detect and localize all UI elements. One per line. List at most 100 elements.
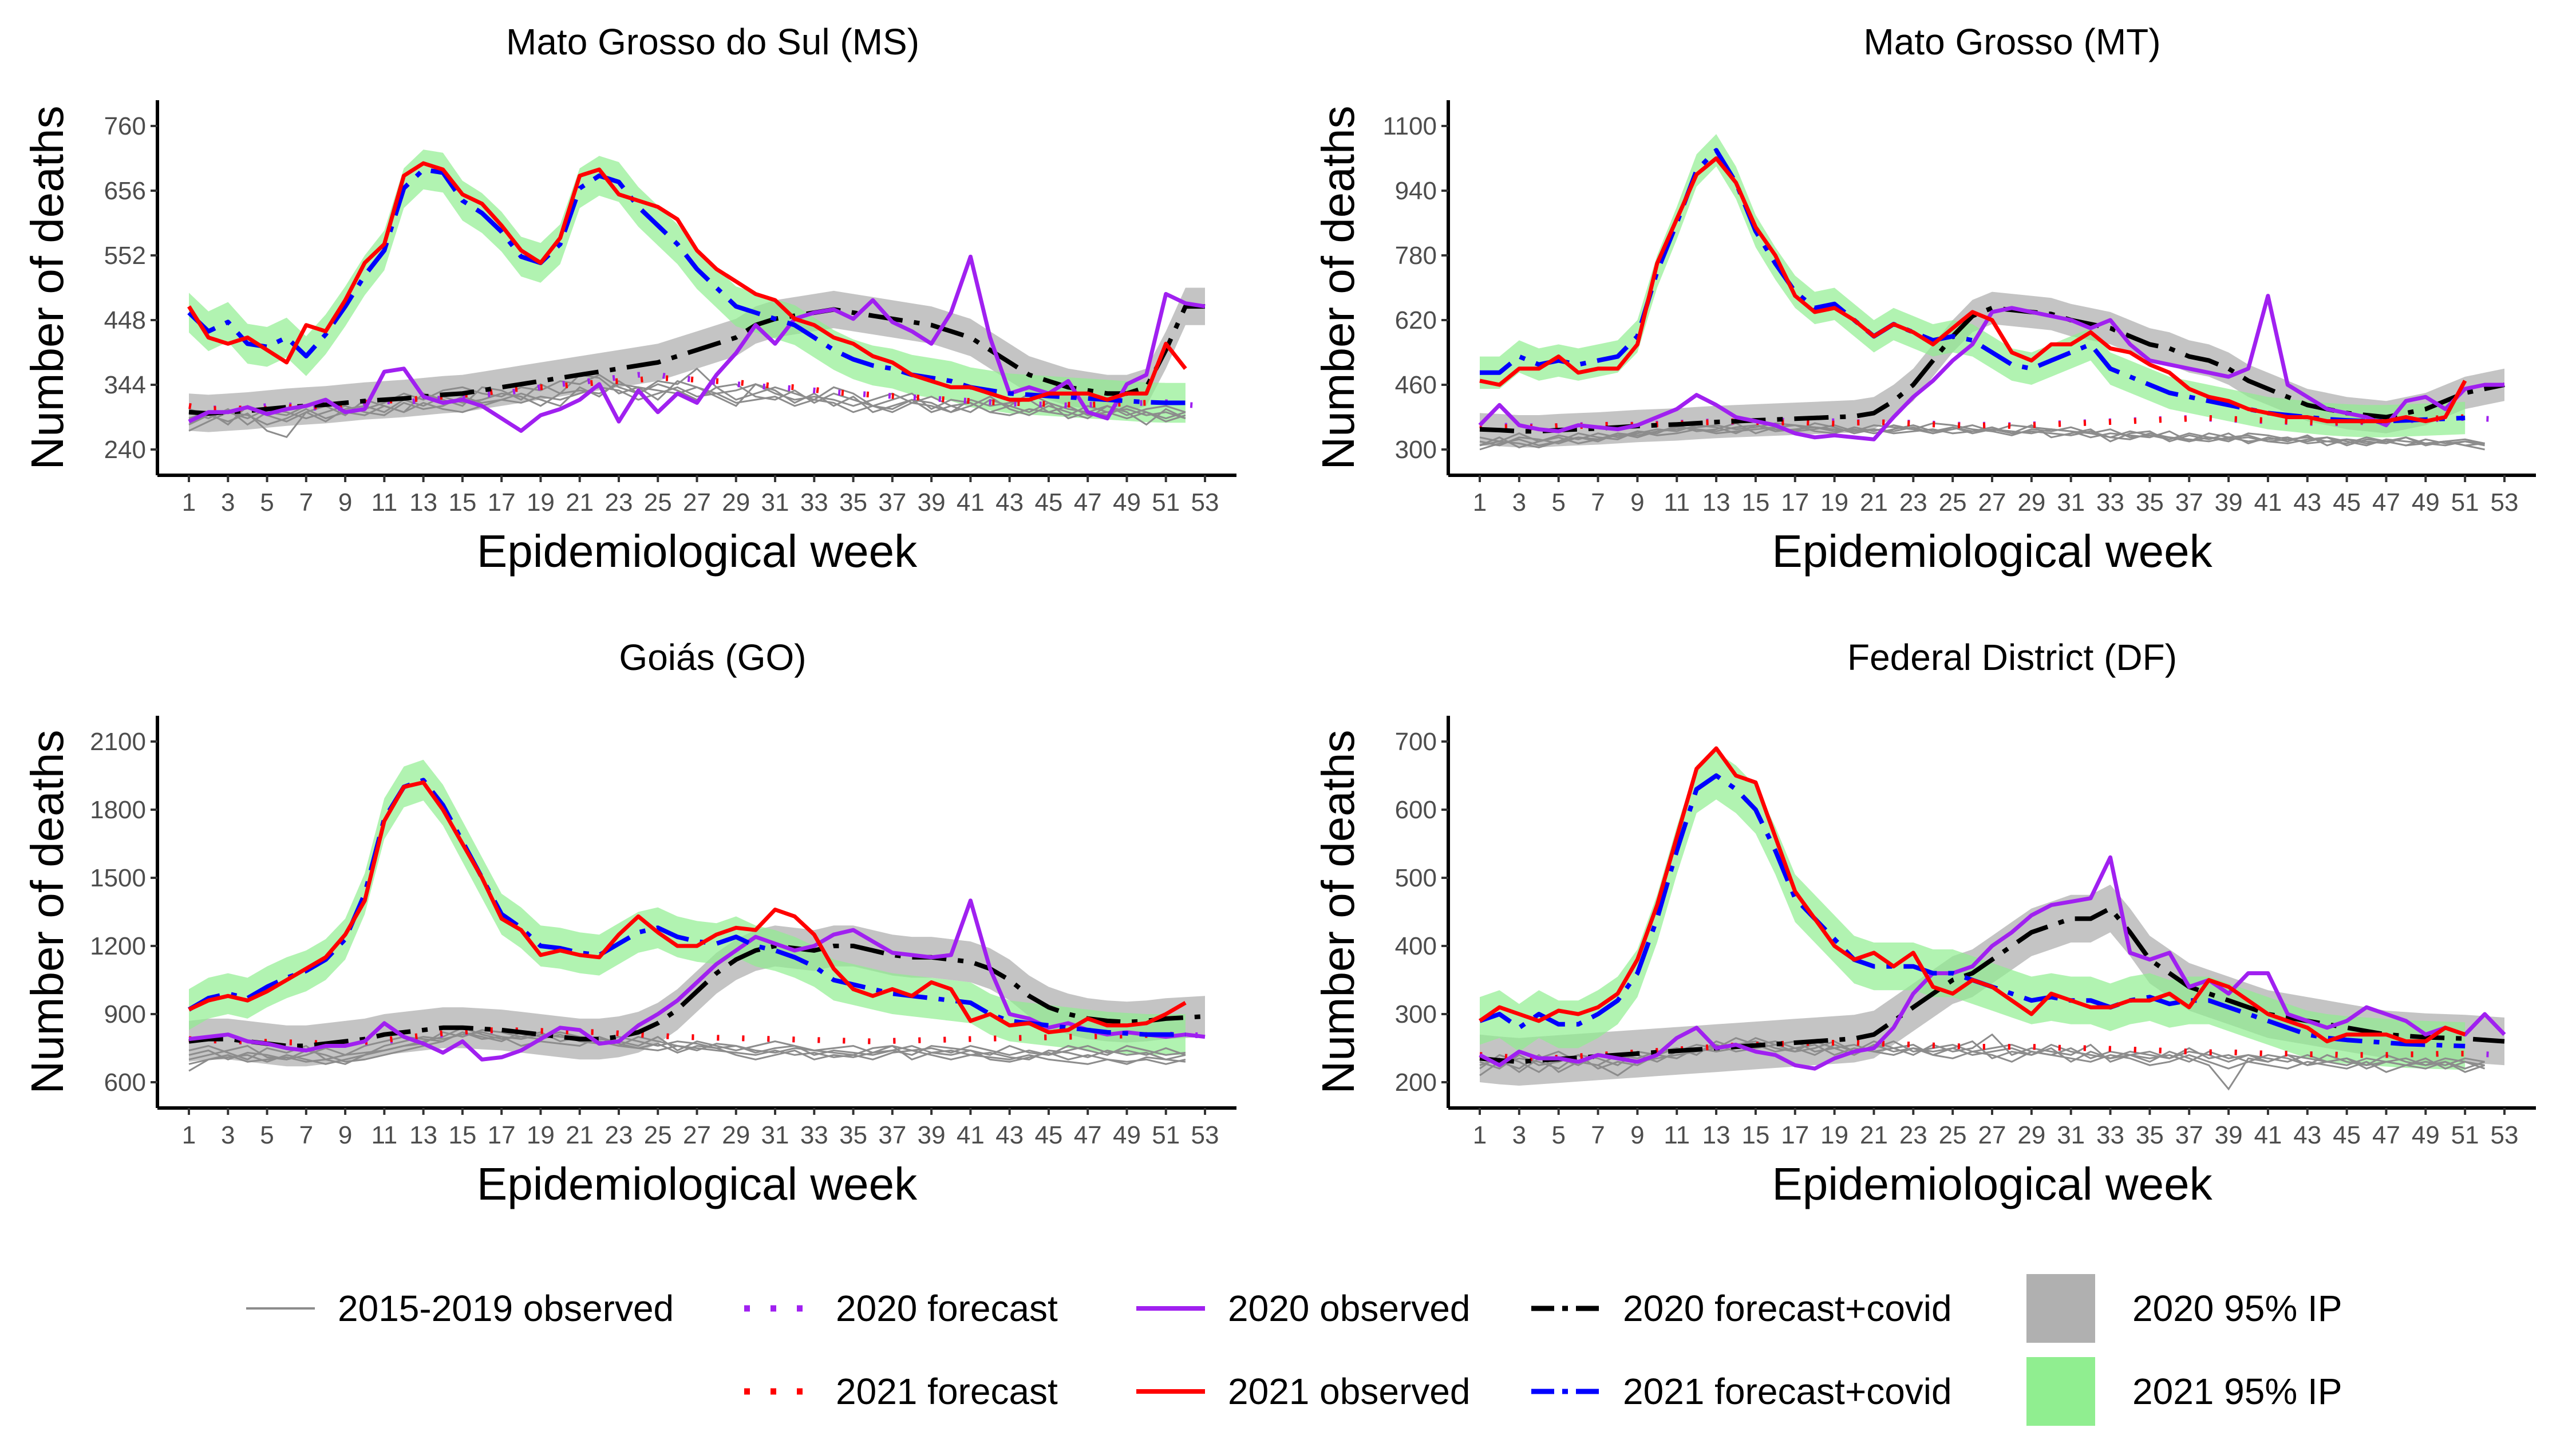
x-tick-label: 13 (1702, 488, 1730, 516)
series-hist-5 (188, 386, 1186, 432)
legend-item-fc21: 2021 forecast+covid (1531, 1371, 1952, 1412)
x-tick-label: 23 (605, 1121, 633, 1149)
x-tick-label: 17 (1781, 488, 1809, 516)
legend-label: 2020 forecast+covid (1623, 1288, 1952, 1329)
x-tick-label: 35 (839, 1121, 867, 1149)
band-ip21 (189, 759, 1186, 1055)
x-tick-label: 53 (2491, 1121, 2519, 1149)
y-tick-label: 780 (1395, 242, 1437, 270)
x-tick-label: 47 (2372, 1121, 2400, 1149)
x-tick-label: 33 (2096, 1121, 2124, 1149)
y-tick-label: 700 (1395, 728, 1437, 756)
legend: 2015-2019 observed 2020 forecast 2020 obse… (246, 1274, 2342, 1426)
series-hist-4 (1479, 424, 2485, 447)
legend-label: 2020 95% IP (2132, 1288, 2342, 1329)
x-tick-label: 43 (995, 1121, 1024, 1149)
x-tick-label: 7 (1591, 488, 1605, 516)
x-tick-label: 23 (605, 488, 633, 516)
legend-swatch (2026, 1274, 2095, 1343)
series-hist-1 (188, 1031, 1186, 1072)
y-axis-label: Number of deaths (22, 730, 73, 1094)
x-tick-label: 11 (1664, 488, 1690, 516)
x-tick-label: 23 (1899, 1121, 1927, 1149)
y-tick-label: 900 (104, 1000, 146, 1028)
x-tick-label: 37 (878, 1121, 906, 1149)
x-tick-label: 27 (683, 488, 711, 516)
x-tick-label: 41 (957, 488, 985, 516)
x-tick-label: 9 (1630, 488, 1644, 516)
y-axis-label: Number of deaths (1313, 106, 1364, 470)
panel-title: Goiás (GO) (619, 637, 806, 678)
y-tick-label: 1200 (90, 932, 146, 960)
y-tick-label: 1100 (1382, 112, 1437, 140)
x-tick-label: 19 (527, 488, 555, 516)
x-tick-label: 45 (1034, 488, 1062, 516)
legend-item-f21: 2021 forecast (744, 1371, 1058, 1412)
x-tick-label: 19 (1820, 488, 1848, 516)
y-tick-label: 1500 (90, 864, 146, 892)
x-tick-label: 7 (1591, 1121, 1605, 1149)
series-hist-5 (188, 1031, 1186, 1060)
y-tick-label: 2100 (90, 728, 146, 756)
y-axis-label: Number of deaths (1313, 730, 1364, 1094)
legend-item-o20: 2020 observed (1136, 1288, 1470, 1329)
x-tick-label: 27 (683, 1121, 711, 1149)
x-tick-label: 29 (2017, 488, 2045, 516)
legend-label: 2020 forecast (836, 1288, 1058, 1329)
series-hist-2 (188, 1031, 1186, 1065)
x-tick-label: 49 (1113, 1121, 1141, 1149)
series-o21 (1479, 156, 2467, 424)
series-o20 (1478, 294, 2504, 441)
x-tick-label: 31 (761, 1121, 789, 1149)
x-tick-label: 7 (299, 1121, 313, 1149)
y-tick-label: 344 (104, 371, 146, 399)
x-tick-label: 11 (372, 488, 398, 516)
y-tick-label: 1800 (90, 796, 146, 824)
y-tick-label: 460 (1395, 371, 1437, 399)
x-tick-label: 35 (2136, 1121, 2164, 1149)
x-tick-label: 1 (1473, 488, 1487, 516)
x-axis-label: Epidemiological week (477, 1158, 918, 1209)
x-tick-label: 49 (2412, 1121, 2440, 1149)
x-tick-label: 25 (1939, 1121, 1967, 1149)
x-tick-label: 3 (1512, 1121, 1526, 1149)
series-hist-4 (188, 1029, 1186, 1065)
x-tick-label: 17 (488, 488, 516, 516)
x-tick-label: 51 (2451, 1121, 2479, 1149)
x-tick-label: 53 (1191, 488, 1219, 516)
x-tick-label: 13 (409, 488, 437, 516)
x-tick-label: 37 (878, 488, 906, 516)
panel-title: Federal District (DF) (1847, 637, 2177, 678)
series-fc21 (187, 167, 1186, 405)
series-hist-3 (188, 1027, 1186, 1060)
x-tick-label: 31 (761, 488, 789, 516)
legend-swatch (2026, 1357, 2095, 1426)
x-tick-label: 33 (2096, 488, 2124, 516)
x-tick-label: 53 (2491, 488, 2519, 516)
x-tick-label: 27 (1978, 1121, 2006, 1149)
x-tick-label: 25 (1939, 488, 1967, 516)
x-tick-label: 39 (2215, 488, 2243, 516)
x-tick-label: 35 (839, 488, 867, 516)
x-tick-label: 19 (1820, 1121, 1848, 1149)
x-tick-label: 31 (2057, 488, 2085, 516)
x-tick-label: 43 (2293, 488, 2321, 516)
x-tick-label: 15 (448, 488, 476, 516)
legend-label: 2015-2019 observed (338, 1288, 674, 1329)
series-hist-2 (1479, 422, 2485, 447)
panel-title: Mato Grosso do Sul (MS) (506, 21, 919, 62)
legend-item-o21: 2021 observed (1136, 1371, 1470, 1412)
x-tick-label: 39 (2215, 1121, 2243, 1149)
y-tick-label: 940 (1395, 177, 1437, 205)
y-tick-label: 552 (104, 242, 146, 270)
x-tick-label: 15 (1741, 1121, 1769, 1149)
x-tick-label: 13 (1702, 1121, 1730, 1149)
x-tick-label: 41 (957, 1121, 985, 1149)
x-tick-label: 1 (182, 1121, 196, 1149)
x-tick-label: 21 (566, 488, 594, 516)
y-tick-label: 600 (1395, 796, 1437, 824)
